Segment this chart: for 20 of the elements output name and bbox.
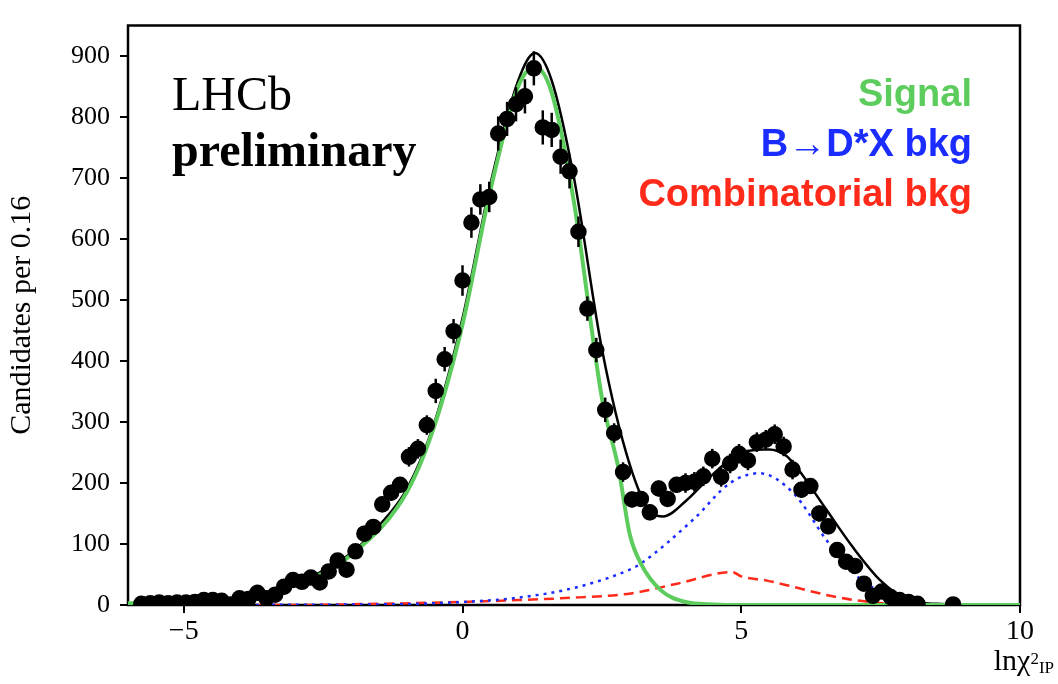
- x-tick-label: 5: [734, 614, 749, 646]
- y-tick-label: 700: [71, 161, 110, 191]
- x-tick-label: −5: [168, 614, 199, 646]
- text: Signal: [857, 71, 972, 114]
- x-tick-label: 10: [1006, 614, 1034, 646]
- text: Combinatorial bkg: [638, 171, 972, 214]
- y-tick-label: 600: [71, 222, 110, 252]
- y-tick-label: 900: [71, 39, 110, 69]
- y-tick-label: 300: [71, 405, 110, 435]
- annotation: preliminary: [172, 122, 417, 176]
- y-tick-label: 200: [71, 466, 110, 496]
- y-tick-label: 500: [71, 283, 110, 313]
- y-tick-label: 400: [71, 344, 110, 374]
- annotation: LHCb: [172, 66, 292, 120]
- text: B→D*X bkg: [760, 121, 972, 164]
- y-tick-label: 100: [71, 527, 110, 557]
- y-tick-label: 800: [71, 100, 110, 130]
- y-tick-label: 0: [97, 588, 110, 618]
- y-axis-title: Candidates per 0.16: [2, 195, 36, 435]
- x-tick-label: 0: [455, 614, 470, 646]
